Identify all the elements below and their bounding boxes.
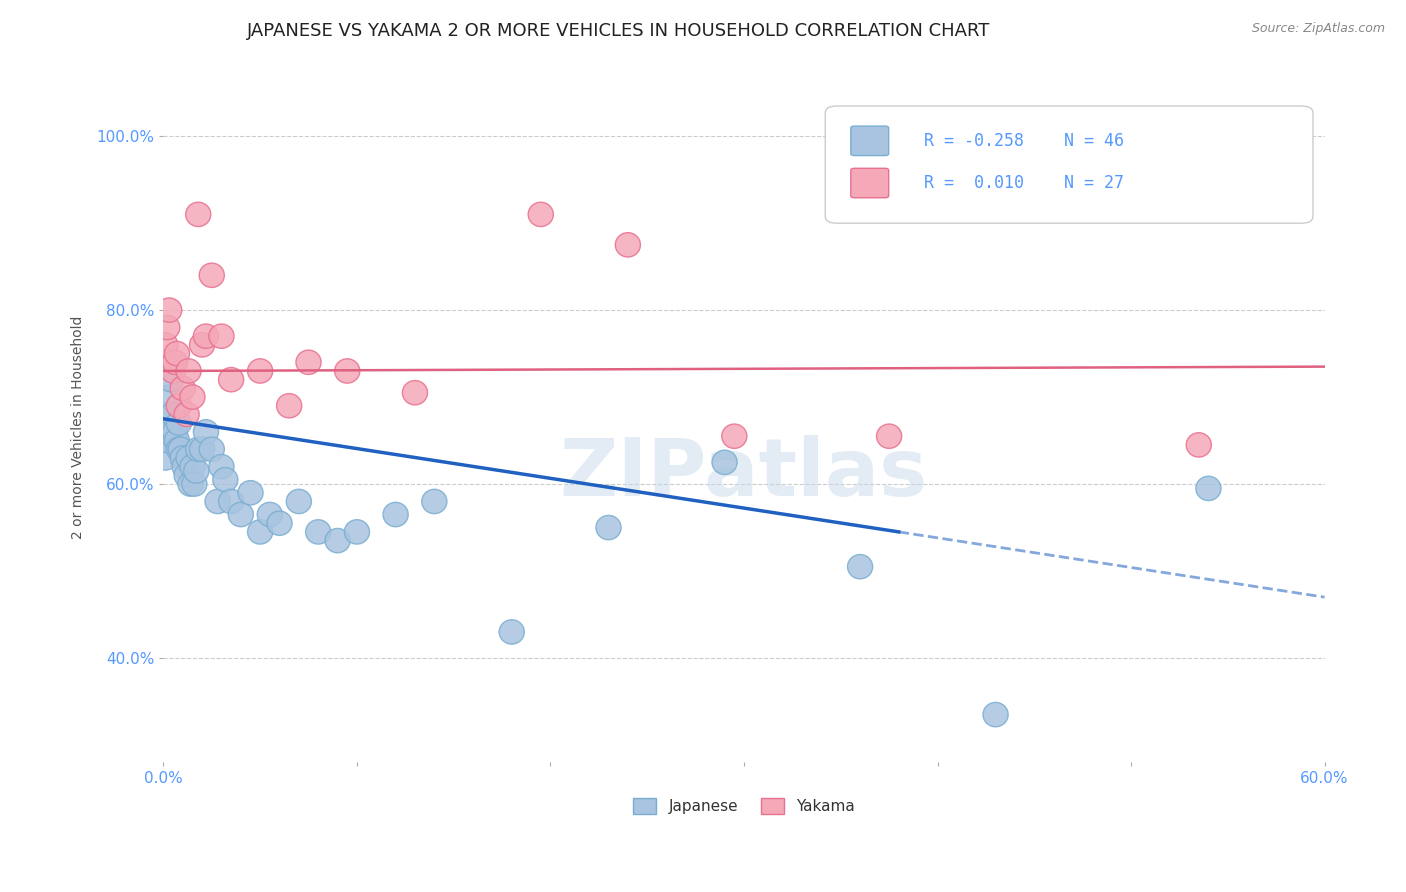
- Ellipse shape: [176, 446, 201, 470]
- Ellipse shape: [721, 424, 747, 449]
- Ellipse shape: [616, 233, 641, 257]
- Ellipse shape: [247, 359, 273, 384]
- Ellipse shape: [155, 402, 180, 426]
- Ellipse shape: [170, 376, 195, 401]
- Ellipse shape: [1197, 476, 1220, 500]
- Ellipse shape: [876, 424, 901, 449]
- Ellipse shape: [153, 333, 179, 357]
- Ellipse shape: [382, 502, 408, 526]
- Ellipse shape: [172, 455, 197, 479]
- Ellipse shape: [596, 516, 621, 540]
- Ellipse shape: [190, 333, 215, 357]
- Ellipse shape: [848, 555, 873, 579]
- Ellipse shape: [166, 437, 191, 461]
- Ellipse shape: [247, 520, 273, 544]
- Ellipse shape: [228, 502, 253, 526]
- Ellipse shape: [257, 502, 283, 526]
- Text: Source: ZipAtlas.com: Source: ZipAtlas.com: [1251, 22, 1385, 36]
- Ellipse shape: [166, 393, 191, 418]
- FancyBboxPatch shape: [825, 106, 1313, 223]
- Ellipse shape: [181, 472, 207, 496]
- Ellipse shape: [190, 437, 215, 461]
- Ellipse shape: [218, 368, 243, 392]
- Ellipse shape: [180, 455, 205, 479]
- Ellipse shape: [499, 620, 524, 644]
- Ellipse shape: [194, 420, 218, 444]
- Ellipse shape: [166, 411, 191, 435]
- Ellipse shape: [169, 437, 194, 461]
- Ellipse shape: [179, 472, 202, 496]
- Ellipse shape: [153, 446, 179, 470]
- Ellipse shape: [305, 520, 330, 544]
- Ellipse shape: [165, 428, 190, 453]
- Ellipse shape: [983, 702, 1008, 727]
- Ellipse shape: [186, 202, 211, 227]
- Text: R =  0.010    N = 27: R = 0.010 N = 27: [924, 174, 1123, 192]
- Ellipse shape: [277, 393, 302, 418]
- Ellipse shape: [156, 420, 181, 444]
- Ellipse shape: [200, 263, 225, 287]
- Ellipse shape: [267, 511, 292, 535]
- Ellipse shape: [344, 520, 370, 544]
- Ellipse shape: [156, 298, 181, 322]
- Ellipse shape: [209, 455, 233, 479]
- Ellipse shape: [170, 446, 195, 470]
- Legend: Japanese, Yakama: Japanese, Yakama: [626, 790, 862, 822]
- Ellipse shape: [159, 368, 184, 392]
- Ellipse shape: [205, 490, 231, 514]
- Ellipse shape: [160, 359, 186, 384]
- Ellipse shape: [209, 324, 233, 349]
- Text: JAPANESE VS YAKAMA 2 OR MORE VEHICLES IN HOUSEHOLD CORRELATION CHART: JAPANESE VS YAKAMA 2 OR MORE VEHICLES IN…: [247, 22, 990, 40]
- Ellipse shape: [422, 490, 447, 514]
- FancyBboxPatch shape: [851, 126, 889, 155]
- Text: R = -0.258    N = 46: R = -0.258 N = 46: [924, 132, 1123, 150]
- Ellipse shape: [194, 324, 218, 349]
- Ellipse shape: [174, 402, 200, 426]
- Ellipse shape: [200, 437, 225, 461]
- Ellipse shape: [184, 458, 209, 483]
- FancyBboxPatch shape: [851, 169, 889, 198]
- Ellipse shape: [287, 490, 312, 514]
- Ellipse shape: [160, 402, 186, 426]
- Ellipse shape: [174, 463, 200, 488]
- Ellipse shape: [180, 384, 205, 409]
- Y-axis label: 2 or more Vehicles in Household: 2 or more Vehicles in Household: [72, 316, 86, 539]
- Ellipse shape: [295, 350, 321, 375]
- Ellipse shape: [218, 490, 243, 514]
- Ellipse shape: [155, 315, 180, 340]
- Ellipse shape: [402, 381, 427, 405]
- Ellipse shape: [711, 450, 737, 475]
- Ellipse shape: [165, 342, 190, 366]
- Ellipse shape: [176, 359, 201, 384]
- Ellipse shape: [153, 420, 179, 444]
- Ellipse shape: [238, 481, 263, 505]
- Ellipse shape: [1187, 433, 1212, 457]
- Ellipse shape: [325, 528, 350, 553]
- Ellipse shape: [155, 428, 180, 453]
- Ellipse shape: [156, 384, 181, 409]
- Ellipse shape: [163, 350, 187, 375]
- Text: ZIPatlas: ZIPatlas: [560, 435, 928, 514]
- Ellipse shape: [529, 202, 554, 227]
- Ellipse shape: [186, 437, 211, 461]
- Ellipse shape: [335, 359, 360, 384]
- Ellipse shape: [163, 420, 187, 444]
- Ellipse shape: [212, 467, 238, 491]
